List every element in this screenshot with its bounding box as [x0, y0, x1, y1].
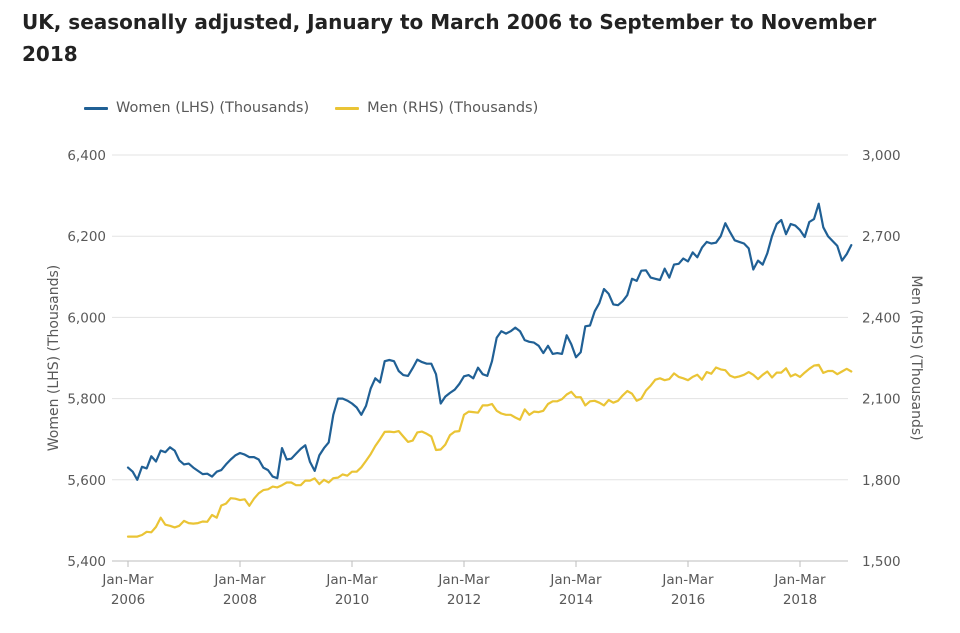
y-tick-label-left: 6,200	[67, 229, 106, 245]
y-tick-label-right: 1,500	[862, 554, 901, 570]
y-tick-label-right: 2,100	[862, 392, 901, 408]
x-tick-label: Jan-Mar	[437, 572, 490, 588]
y-tick-label-left: 6,000	[67, 310, 106, 326]
legend-swatch-men	[335, 106, 360, 110]
x-tick-label: Jan-Mar	[773, 572, 826, 588]
left-axis-label: Women (LHS) (Thousands)	[46, 265, 62, 451]
y-tick-label-right: 2,700	[862, 229, 901, 245]
y-tick-label-left: 5,600	[67, 473, 106, 489]
x-tick-label-year: 2014	[559, 592, 593, 608]
y-tick-label-left: 5,400	[67, 554, 106, 570]
x-tick-label-year: 2016	[671, 592, 705, 608]
gridlines	[112, 154, 848, 562]
series-line-men	[126, 363, 853, 538]
legend-label-men: Men (RHS) (Thousands)	[367, 100, 539, 116]
x-tick-label-year: 2010	[335, 592, 369, 608]
x-tick-label-year: 2012	[447, 592, 481, 608]
x-tick-label-year: 2018	[783, 592, 817, 608]
legend-item-men[interactable]: Men (RHS) (Thousands)	[335, 100, 538, 116]
y-tick-label-right: 3,000	[862, 148, 901, 164]
y-tick-label-right: 2,400	[862, 310, 901, 326]
legend-swatch-women	[84, 106, 108, 110]
right-axis-label: Men (RHS) (Thousands)	[908, 275, 924, 440]
x-tick-label-year: 2006	[111, 592, 145, 608]
series-lines	[126, 202, 853, 538]
series-line-women	[126, 202, 853, 481]
x-tick-label: Jan-Mar	[661, 572, 714, 588]
legend-label-women: Women (LHS) (Thousands)	[116, 100, 310, 116]
x-tick-label: Jan-Mar	[325, 572, 378, 588]
x-tick-label: Jan-Mar	[101, 572, 154, 588]
x-tick-label: Jan-Mar	[213, 572, 266, 588]
left-y-axis: 5,400 5,600 5,800 6,000 6,200 6,400	[67, 148, 106, 570]
x-tick-label-year: 2008	[223, 592, 257, 608]
legend-item-women[interactable]: Women (LHS) (Thousands)	[84, 100, 309, 116]
chart-title: UK, seasonally adjusted, January to Marc…	[22, 10, 877, 66]
y-tick-label-right: 1,800	[862, 473, 901, 489]
right-y-axis: 1,500 1,800 2,100 2,400 2,700 3,000	[862, 148, 901, 570]
x-axis: Jan-Mar 2006 Jan-Mar 2008 Jan-Mar 2010 Jan-Mar…	[101, 561, 826, 608]
x-tick-label: Jan-Mar	[549, 572, 602, 588]
y-tick-label-left: 5,800	[67, 392, 106, 408]
y-tick-label-left: 6,400	[67, 148, 106, 164]
legend: Women (LHS) (Thousands) Men (RHS) (Thous…	[84, 100, 564, 116]
